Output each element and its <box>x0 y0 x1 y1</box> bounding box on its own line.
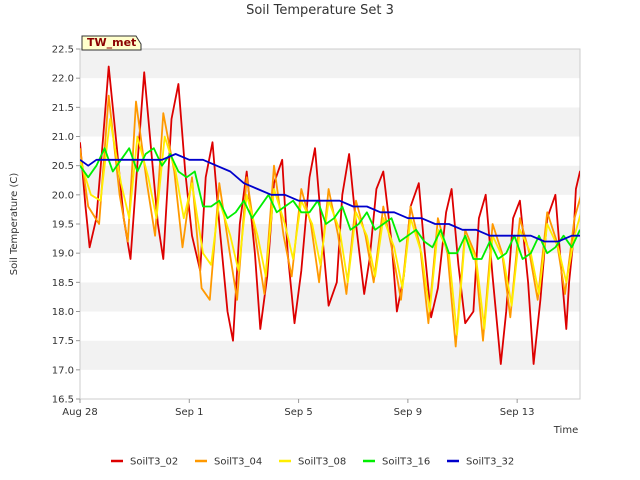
badge-label: TW_met <box>87 36 136 49</box>
y-tick-label: 19.0 <box>52 249 74 260</box>
grid-band <box>80 369 580 399</box>
y-tick-label: 19.5 <box>52 220 74 231</box>
y-tick-label: 18.5 <box>52 278 74 289</box>
legend-label: SoilT3_32 <box>466 457 514 468</box>
chart-title: Soil Temperature Set 3 <box>246 3 394 18</box>
series-line-soilt3-02 <box>80 65 580 365</box>
x-tick-label: Sep 9 <box>394 407 422 418</box>
y-axis-ticks: 16.5 17.0 17.5 18.0 18.5 19.0 19.5 20.0 20.5 21.0… <box>52 45 80 406</box>
x-tick-label: Sep 13 <box>500 407 535 418</box>
x-tick-label: Sep 1 <box>175 407 203 418</box>
x-tick-label: Sep 5 <box>284 407 312 418</box>
series-line-soilt3-16 <box>80 147 580 260</box>
grid-band <box>80 78 580 108</box>
grid-band <box>80 165 580 195</box>
y-tick-label: 21.0 <box>52 132 74 143</box>
grid-band <box>80 340 580 370</box>
y-tick-label: 17.0 <box>52 365 74 376</box>
y-tick-label: 20.5 <box>52 161 74 172</box>
x-axis-ticks: Aug 28 Sep 1 Sep 5 Sep 9 Sep 13 <box>62 399 535 418</box>
y-axis-label: Soil Temperature (C) <box>9 173 20 276</box>
y-tick-label: 17.5 <box>52 336 74 347</box>
series-line-soilt3-32 <box>80 153 580 243</box>
y-tick-label: 22.0 <box>52 74 74 85</box>
grid-band <box>80 49 580 79</box>
legend-label: SoilT3_02 <box>130 457 178 468</box>
y-tick-label: 16.5 <box>52 395 74 406</box>
y-tick-label: 18.0 <box>52 307 74 318</box>
station-badge: TW_met <box>81 35 142 51</box>
legend-label: SoilT3_04 <box>214 457 262 468</box>
badge-shape <box>81 35 142 51</box>
legend: SoilT3_02 SoilT3_04 SoilT3_08 SoilT3_16 Soil… <box>111 457 514 468</box>
grid-band <box>80 282 580 312</box>
y-tick-label: 21.5 <box>52 103 74 114</box>
series-line-soilt3-08 <box>80 118 580 336</box>
y-tick-label: 22.5 <box>52 45 74 56</box>
series-lines <box>80 65 580 365</box>
grid-band <box>80 107 580 137</box>
x-axis-label: Time <box>553 425 578 436</box>
y-tick-label: 20.0 <box>52 190 74 201</box>
x-tick-label: Aug 28 <box>62 407 97 418</box>
legend-label: SoilT3_08 <box>298 457 346 468</box>
legend-label: SoilT3_16 <box>382 457 430 468</box>
